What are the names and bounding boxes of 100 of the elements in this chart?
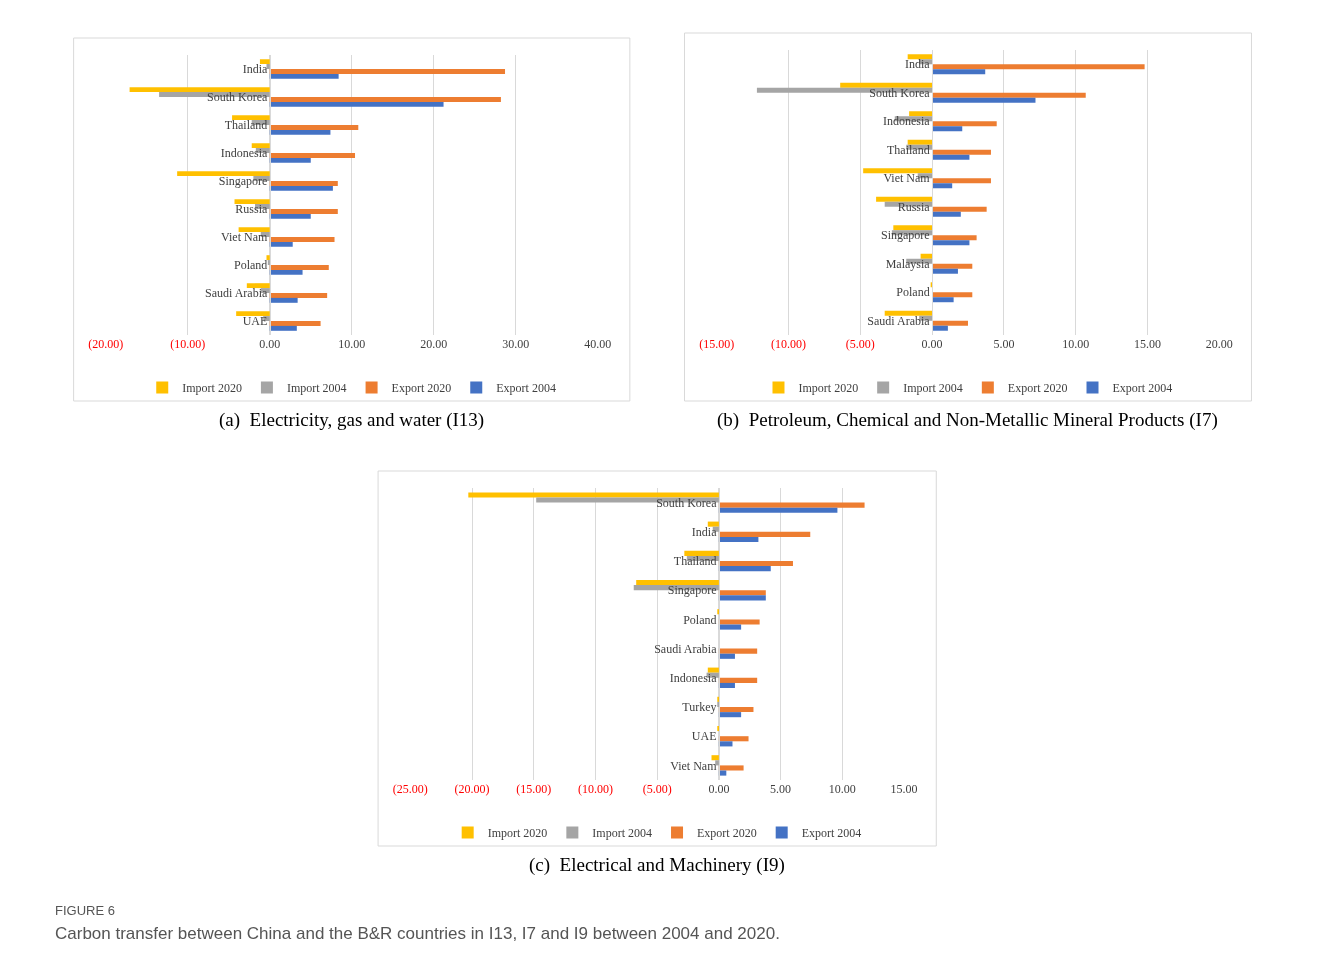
bar xyxy=(718,561,793,567)
bar xyxy=(269,213,311,219)
bar xyxy=(932,292,973,298)
bar xyxy=(920,253,933,259)
legend-label: Import 2004 xyxy=(592,826,653,841)
bar xyxy=(718,502,865,508)
bar xyxy=(932,126,963,132)
bar xyxy=(468,492,719,498)
x-tick-label: (15.00) xyxy=(699,337,735,351)
y-tick-label: Viet Nam xyxy=(883,171,931,186)
y-tick-label: South Korea xyxy=(656,495,718,510)
y-tick-label: Poland xyxy=(896,285,930,300)
bar xyxy=(932,268,958,274)
y-tick-label: Thailand xyxy=(887,142,930,157)
y-tick-label: India xyxy=(691,525,718,539)
bar xyxy=(717,609,720,615)
y-tick-label: Indonesia xyxy=(220,146,269,161)
bar xyxy=(932,240,970,246)
bar xyxy=(251,143,270,149)
y-tick-label: Singapore xyxy=(667,583,717,598)
bar xyxy=(269,101,444,107)
bar xyxy=(718,566,771,572)
x-tick-label: 0.00 xyxy=(921,337,943,351)
x-tick-label: 15.00 xyxy=(1133,337,1161,351)
y-tick-label: UAE xyxy=(242,314,268,329)
x-tick-label: 10.00 xyxy=(338,337,366,351)
bar xyxy=(932,92,1086,98)
bar xyxy=(932,320,968,326)
bar xyxy=(238,227,270,233)
y-tick-label: Poland xyxy=(683,612,717,627)
bar xyxy=(932,121,997,127)
x-tick-label: (10.00) xyxy=(577,782,613,796)
bar xyxy=(932,211,961,217)
bar xyxy=(266,64,270,69)
bar xyxy=(269,153,356,158)
bar xyxy=(907,54,933,60)
bar xyxy=(840,82,933,88)
y-tick-label: India xyxy=(242,62,269,77)
y-tick-label: India xyxy=(905,57,931,72)
bar xyxy=(932,297,954,303)
y-tick-label: Saudi Arabia xyxy=(654,641,718,656)
y-tick-label: Thailand xyxy=(673,554,717,569)
legend-label: Export 2004 xyxy=(801,826,862,841)
bar xyxy=(269,265,329,270)
y-tick-label: Russia xyxy=(897,199,931,214)
bar xyxy=(863,168,933,174)
bar xyxy=(269,185,333,191)
bar xyxy=(269,321,321,326)
x-tick-label: 30.00 xyxy=(502,337,530,351)
y-tick-label: Saudi Arabia xyxy=(205,286,269,301)
bar xyxy=(893,225,933,231)
x-tick-label: 10.00 xyxy=(828,782,856,796)
y-tick-label: Singapore xyxy=(881,228,930,243)
y-tick-label: Thailand xyxy=(224,118,268,133)
bar xyxy=(932,206,987,212)
legend-label: Import 2020 xyxy=(487,826,548,841)
y-tick-label: Russia xyxy=(235,202,269,217)
bar xyxy=(269,69,506,74)
y-tick-label: Indonesia xyxy=(883,114,931,129)
y-tick-label: Saudi Arabia xyxy=(867,313,931,328)
text: (b) Petroleum, Chemical and Non-Metallic Mineral Products (I7) xyxy=(717,409,1218,431)
bar xyxy=(267,260,270,265)
y-tick-label: South Korea xyxy=(207,90,269,105)
x-tick-label: 10.00 xyxy=(1062,337,1090,351)
y-tick-label: Viet Nam xyxy=(670,758,718,773)
bar xyxy=(718,682,735,689)
bar xyxy=(718,712,742,718)
bar xyxy=(269,297,298,303)
caption: FIGURE 6 xyxy=(55,903,115,918)
bar xyxy=(269,73,339,79)
bar xyxy=(636,579,719,586)
bar xyxy=(718,677,758,683)
bar xyxy=(932,154,970,160)
bar xyxy=(718,507,838,513)
x-tick-label: 20.00 xyxy=(420,337,448,351)
bar xyxy=(718,619,760,625)
text: (c) Electrical and Machinery (I9) xyxy=(529,854,785,876)
y-tick-label: South Korea xyxy=(869,85,931,100)
x-tick-label: (25.00) xyxy=(392,782,428,796)
bar xyxy=(932,183,953,189)
x-tick-label: 40.00 xyxy=(584,337,612,351)
bar xyxy=(269,241,293,247)
bar xyxy=(932,149,991,155)
x-tick-label: 5.00 xyxy=(770,782,792,796)
bar xyxy=(269,125,359,130)
legend-label: Import 2020 xyxy=(798,381,859,396)
bar xyxy=(932,69,986,75)
x-tick-label: (5.00) xyxy=(845,337,875,351)
bar xyxy=(932,325,948,331)
bar xyxy=(269,325,297,331)
bar xyxy=(234,199,270,205)
legend-label: Export 2020 xyxy=(391,381,452,396)
bar xyxy=(718,595,766,601)
y-tick-label: UAE xyxy=(691,729,717,744)
y-tick-label: Singapore xyxy=(218,174,268,189)
x-tick-label: (15.00) xyxy=(516,782,552,796)
bar xyxy=(707,521,719,527)
x-tick-label: (5.00) xyxy=(642,782,672,796)
bar xyxy=(907,139,933,145)
legend-label: Import 2004 xyxy=(286,381,347,396)
